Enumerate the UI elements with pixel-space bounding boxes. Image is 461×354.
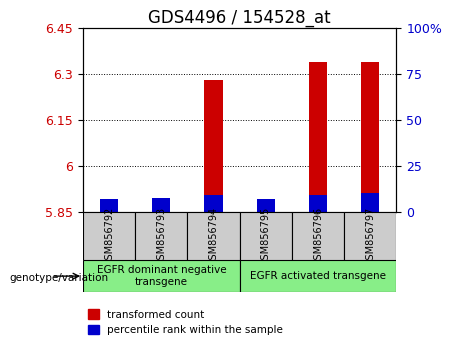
Bar: [309, 62, 327, 212]
FancyBboxPatch shape: [292, 212, 344, 260]
Bar: [257, 199, 275, 212]
Legend: transformed count, percentile rank within the sample: transformed count, percentile rank withi…: [88, 309, 283, 335]
Text: EGFR dominant negative
transgene: EGFR dominant negative transgene: [96, 265, 226, 287]
FancyBboxPatch shape: [344, 212, 396, 260]
Text: GSM856792: GSM856792: [104, 207, 114, 266]
Bar: [309, 195, 327, 212]
Bar: [100, 205, 118, 212]
FancyBboxPatch shape: [240, 212, 292, 260]
Bar: [257, 199, 275, 212]
Bar: [361, 62, 379, 212]
Text: GSM856796: GSM856796: [313, 207, 323, 266]
Text: genotype/variation: genotype/variation: [9, 273, 108, 283]
FancyBboxPatch shape: [83, 212, 135, 260]
FancyBboxPatch shape: [135, 212, 188, 260]
Text: GSM856793: GSM856793: [156, 207, 166, 266]
Bar: [100, 199, 118, 212]
Text: GSM856797: GSM856797: [365, 207, 375, 266]
Text: GSM856794: GSM856794: [208, 207, 219, 266]
Text: EGFR activated transgene: EGFR activated transgene: [250, 271, 386, 281]
FancyBboxPatch shape: [240, 260, 396, 292]
Bar: [152, 198, 171, 212]
FancyBboxPatch shape: [188, 212, 240, 260]
Title: GDS4496 / 154528_at: GDS4496 / 154528_at: [148, 9, 331, 27]
Bar: [204, 80, 223, 212]
FancyBboxPatch shape: [83, 260, 240, 292]
Bar: [204, 195, 223, 212]
Bar: [361, 193, 379, 212]
Bar: [152, 208, 171, 212]
Text: GSM856795: GSM856795: [261, 207, 271, 266]
